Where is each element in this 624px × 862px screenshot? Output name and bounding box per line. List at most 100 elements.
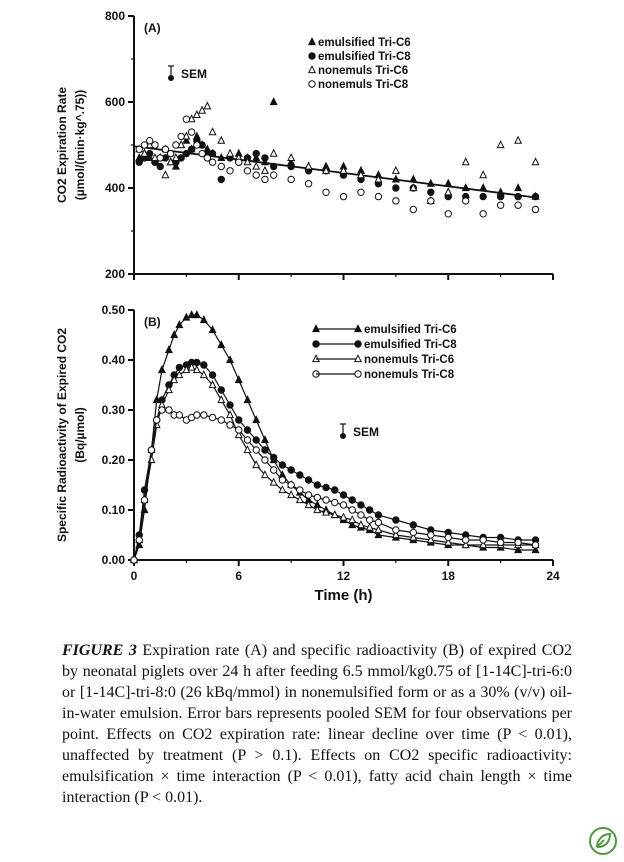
panel-a-data-point <box>252 149 260 158</box>
panel-a-data-point <box>217 152 226 161</box>
panel-a-data-point <box>514 135 523 144</box>
leaf-icon[interactable] <box>588 826 618 856</box>
panel-a-data-point <box>462 197 470 205</box>
panel-a-data-point <box>172 141 180 149</box>
panel-a-data-point <box>203 154 212 162</box>
panel-b-data-point <box>140 496 149 504</box>
panel-b-data-point <box>409 521 418 529</box>
panel-b-x-tick-label: 18 <box>442 569 456 583</box>
panel-a-data-point <box>322 188 330 197</box>
panel-a-data-point <box>444 187 453 196</box>
panel-b-y-tick-label: 0.50 <box>102 303 126 317</box>
panel-b-data-point <box>269 477 278 486</box>
panel-a-data-point <box>287 162 295 171</box>
panel-b-data-point <box>235 426 243 434</box>
panel-a-series-3 <box>135 101 540 204</box>
panel-b-data-point <box>175 363 184 372</box>
panel-a-legend-label: nonemuls Tri-C6 <box>318 65 408 77</box>
panel-a-data-point <box>479 192 487 201</box>
panel-b-data-point <box>348 506 356 514</box>
panel-a-data-point <box>203 101 212 110</box>
panel-a-data-point <box>392 184 400 192</box>
panel-b-data-point <box>461 540 470 549</box>
panel-b-data-point <box>444 537 453 546</box>
panel-b-data-point <box>208 325 217 334</box>
panel-b-data-point <box>426 535 435 544</box>
panel-b-data-point <box>208 413 217 422</box>
panel-b-data-point <box>175 320 184 329</box>
panel-b-data-point <box>192 310 201 319</box>
panel-b-data-point <box>348 496 356 504</box>
panel-b-label: (B) <box>144 315 161 329</box>
panel-a-data-point <box>198 149 206 158</box>
panel-a-data-point <box>217 135 226 144</box>
panel-a-data-point <box>409 183 418 192</box>
panel-b-data-point <box>164 385 173 394</box>
panel-a-data-point <box>177 132 185 141</box>
panel-a-data-point <box>357 188 365 197</box>
panel-a-data-point <box>208 127 217 136</box>
panel-a-data-point <box>269 171 278 179</box>
panel-b-data-point <box>187 310 196 319</box>
panel-a-data-point <box>208 158 217 166</box>
panel-a-data-point <box>444 178 453 187</box>
panel-b-plot: 0.00 0.10 0.20 0.30 0.40 0.50 0 6 12 18 24 Time (h)… <box>55 303 560 604</box>
panel-b-data-point <box>313 505 322 514</box>
panel-b-series-line <box>133 366 536 561</box>
panel-b-data-point <box>135 536 143 544</box>
panel-a-data-point <box>426 178 435 187</box>
panel-a-data-point <box>339 165 348 174</box>
panel-b-data-point <box>374 518 383 527</box>
panel-a-data-point <box>269 148 278 157</box>
panel-a-data-point <box>226 167 234 175</box>
panel-a-data-point <box>287 152 296 161</box>
panel-b-data-point <box>348 520 357 529</box>
panel-b-data-point <box>331 486 339 494</box>
panel-b-sem-label: SEM <box>353 425 379 439</box>
panel-b-legend-label: nonemuls Tri-C6 <box>364 354 454 366</box>
panel-b-series-4 <box>130 406 540 564</box>
panel-a-data-point <box>339 192 348 201</box>
panel-a-data-point <box>304 161 313 170</box>
panel-b-x-tick-label: 12 <box>337 569 351 583</box>
panel-a-legend-item: nonemuls Tri-C8 <box>308 79 409 91</box>
panel-a-data-point <box>193 141 201 149</box>
panel-a-legend-label: emulsified Tri-C6 <box>318 37 411 49</box>
panel-a-legend-label: emulsified Tri-C8 <box>318 51 411 63</box>
figure-svg: 200 400 600 800 CO2 Expiration Rate (µmol/(mi… <box>55 9 560 604</box>
panel-b-data-point <box>313 481 322 489</box>
panel-a-data-point <box>531 157 540 166</box>
panel-a-legend-marker <box>307 65 317 74</box>
panel-b-data-point <box>235 416 243 424</box>
panel-b-data-point <box>348 515 357 524</box>
panel-b-y-tick-label: 0.10 <box>102 503 126 517</box>
panel-b-data-point <box>252 415 261 424</box>
panel-a-data-point <box>391 174 400 183</box>
panel-b-data-point <box>226 355 235 364</box>
panel-b-data-point <box>462 536 470 544</box>
panel-a-data-point <box>260 157 269 166</box>
panel-a-data-point <box>198 105 207 114</box>
panel-a-data-point <box>269 97 278 106</box>
panel-b-data-point <box>339 491 348 499</box>
panel-b-data-point <box>261 456 269 464</box>
panel-a-data-point <box>261 154 269 162</box>
panel-a-data-point <box>496 201 505 209</box>
panel-b-data-point <box>287 481 295 489</box>
panel-a-data-point <box>514 183 523 192</box>
x-axis-label: Time (h) <box>314 587 372 604</box>
panel-a-data-point <box>496 140 505 149</box>
panel-b-data-point <box>374 525 383 534</box>
panel-b-legend-item: nonemuls Tri-C6 <box>311 354 454 366</box>
panel-a-data-point <box>444 210 452 218</box>
panel-b-data-point <box>147 446 156 454</box>
panel-b-data-point <box>193 358 201 367</box>
panel-b-data-point <box>409 532 418 541</box>
panel-a-data-point <box>243 157 252 166</box>
panel-a-data-point <box>243 167 252 175</box>
panel-a-data-point <box>140 148 149 157</box>
panel-a-data-point <box>146 137 154 145</box>
panel-a-y-tick-label: 800 <box>105 9 125 23</box>
panel-b-data-point <box>217 386 225 394</box>
panel-a-legend-label: nonemuls Tri-C8 <box>318 79 409 91</box>
